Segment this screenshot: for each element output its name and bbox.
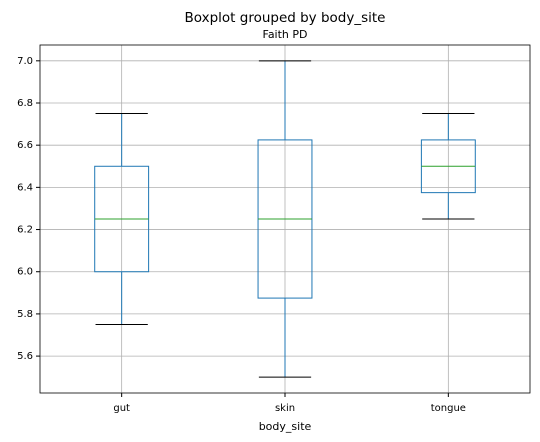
y-tick-label: 6.0 — [17, 267, 33, 278]
chart-title: Boxplot grouped by body_site — [184, 10, 385, 26]
x-tick-label: gut — [113, 403, 130, 414]
y-tick-label: 5.6 — [17, 351, 33, 362]
x-tick-label: tongue — [431, 403, 466, 414]
y-tick-label: 7.0 — [17, 56, 33, 67]
y-tick-label: 6.8 — [17, 98, 33, 109]
y-tick-label: 6.6 — [17, 140, 33, 151]
plot-frame — [39, 44, 531, 394]
y-tick-label: 6.4 — [17, 182, 33, 193]
chart-subtitle: Faith PD — [263, 28, 308, 41]
y-tick-label: 6.2 — [17, 225, 33, 236]
x-axis-label: body_site — [259, 420, 312, 433]
y-tick-label: 5.8 — [17, 309, 33, 320]
x-tick-label: skin — [275, 403, 295, 414]
